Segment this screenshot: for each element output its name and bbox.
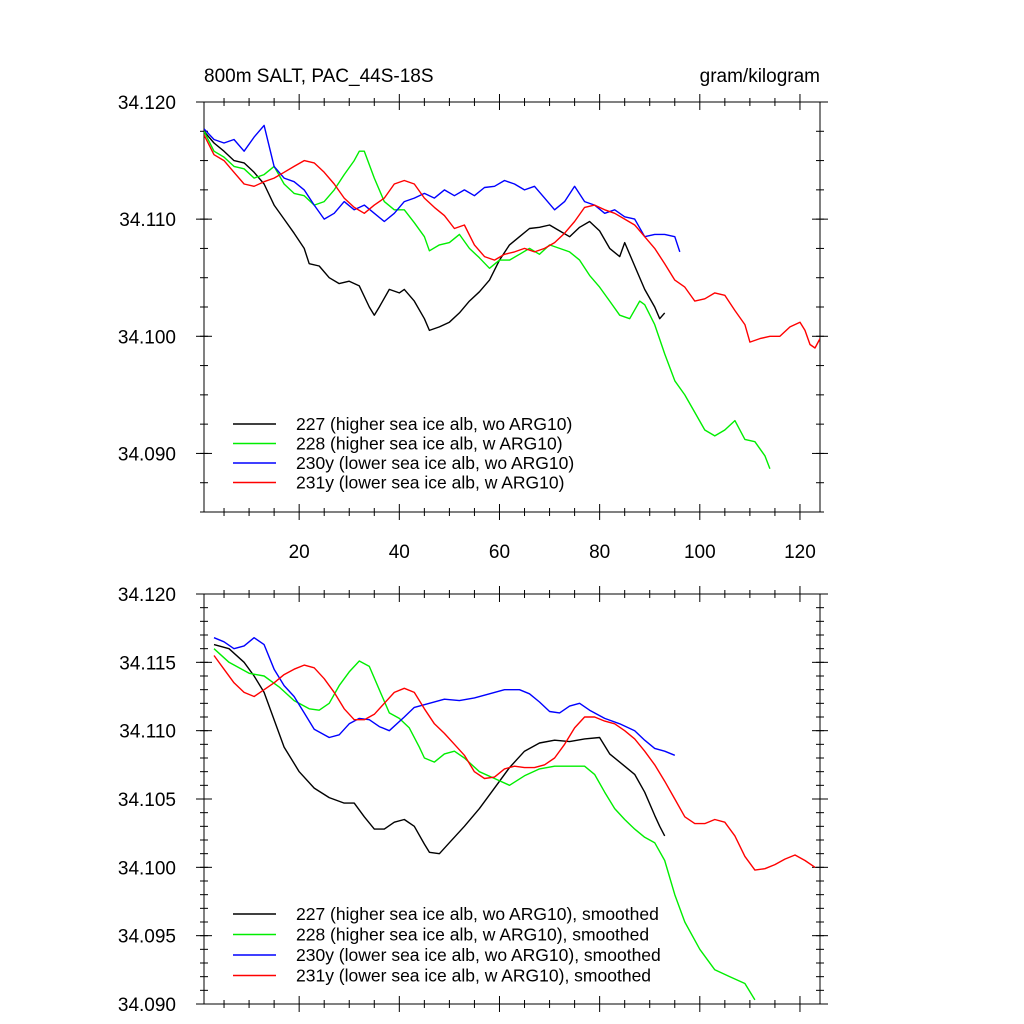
top-chart: 20 40 60 80 100 120 34.090 34.100 34.110 34.120 22…	[118, 93, 828, 563]
y-tick-label: 34.110	[119, 210, 176, 231]
x-tick-label: 20	[289, 542, 310, 563]
y-tick-label: 34.095	[118, 927, 176, 948]
series-line	[204, 124, 681, 253]
legend-label: 228 (higher sea ice alb, w ARG10)	[296, 434, 563, 454]
y-tick-label: 34.105	[118, 790, 176, 811]
y-tick-label: 34.110	[119, 722, 176, 743]
y-tick-label: 34.090	[118, 444, 176, 465]
legend-label: 228 (higher sea ice alb, w ARG10), smoot…	[296, 925, 649, 945]
legend-label: 230y (lower sea ice alb, wo ARG10), smoo…	[296, 945, 661, 965]
x-tick-label: 100	[684, 542, 716, 563]
chart-units: gram/kilogram	[700, 66, 820, 87]
y-tick-label: 34.100	[118, 327, 176, 348]
series-line	[204, 130, 771, 469]
x-tick-label: 80	[589, 542, 610, 563]
series-line	[213, 648, 756, 1001]
legend-label: 230y (lower sea ice alb, wo ARG10)	[296, 453, 574, 473]
y-tick-label: 34.120	[118, 93, 176, 114]
chart-title: 800m SALT, PAC_44S-18S	[204, 66, 434, 87]
bottom-chart: 34.090 34.095 34.100 34.105 34.110 34.115 34.1…	[118, 585, 828, 1016]
y-tick-label: 34.090	[118, 995, 176, 1016]
legend-label: 231y (lower sea ice alb, w ARG10), smoot…	[296, 966, 651, 986]
x-tick-label: 60	[489, 542, 510, 563]
series-line	[213, 655, 816, 871]
legend-label: 227 (higher sea ice alb, wo ARG10)	[296, 414, 572, 434]
legend-label: 227 (higher sea ice alb, wo ARG10), smoo…	[296, 904, 659, 924]
series-line	[213, 643, 666, 855]
y-tick-label: 34.120	[118, 585, 176, 606]
x-tick-label: 40	[389, 542, 410, 563]
series-line	[204, 130, 666, 332]
series-line	[204, 134, 820, 349]
y-tick-label: 34.100	[118, 858, 176, 879]
x-tick-label: 120	[784, 542, 816, 563]
y-tick-label: 34.115	[119, 653, 176, 674]
legend-label: 231y (lower sea ice alb, w ARG10)	[296, 473, 564, 493]
series-line	[213, 637, 676, 756]
